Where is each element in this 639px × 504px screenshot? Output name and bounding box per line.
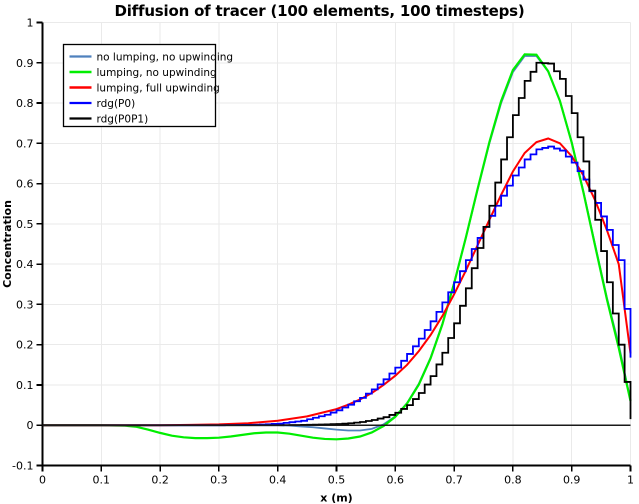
x-tick-labels: 0 0.1 0.2 0.3 0.4 0.5 0.6 0.7 0.8 0.9 1 (39, 474, 634, 487)
y-tick-label: 0.8 (16, 97, 34, 110)
x-tick-label: 0 (39, 474, 46, 487)
x-tick-label: 0.9 (563, 474, 581, 487)
y-tick-label: 0.6 (16, 178, 34, 191)
y-tick-label: 0.3 (16, 298, 34, 311)
legend-label-4: rdg(P0P1) (97, 114, 149, 126)
series-line-1 (42, 53, 632, 441)
y-tick-label: 0.1 (16, 379, 34, 392)
y-tick-label: 0.5 (16, 218, 34, 231)
tick-marks (36, 21, 632, 472)
axis-titles: x (m) Concentration (1, 200, 353, 504)
chart-title: Diffusion of tracer (100 elements, 100 t… (114, 2, 525, 20)
y-tick-label: 0.9 (16, 57, 34, 70)
x-axis-title: x (m) (320, 492, 352, 504)
legend-label-1: lumping, no upwinding (97, 67, 217, 79)
legend-label-2: lumping, full upwinding (97, 83, 220, 95)
chart-legend: no lumping, no upwinding lumping, no upwi… (62, 43, 234, 128)
x-tick-label: 0.8 (504, 474, 522, 487)
y-tick-label: 0.4 (16, 258, 34, 271)
x-tick-label: 0.6 (387, 474, 405, 487)
x-tick-label: 0.5 (328, 474, 346, 487)
y-tick-label: 1 (27, 17, 34, 30)
x-tick-label: 0.2 (151, 474, 169, 487)
legend-label-3: rdg(P0) (97, 98, 136, 110)
x-tick-label: 0.4 (269, 474, 287, 487)
y-tick-labels: -0.1 0 0.1 0.2 0.3 0.4 0.5 0.6 0.7 0.8 0.9 1 (12, 17, 33, 473)
y-axis-title: Concentration (1, 200, 14, 288)
legend-label-0: no lumping, no upwinding (97, 52, 234, 64)
x-tick-label: 0.1 (93, 474, 111, 487)
x-tick-label: 1 (627, 474, 634, 487)
legend-box (62, 43, 217, 128)
y-tick-label: -0.1 (12, 460, 33, 473)
x-tick-label: 0.3 (210, 474, 228, 487)
x-tick-label: 0.7 (445, 474, 463, 487)
y-tick-label: 0.7 (16, 137, 34, 150)
y-tick-label: 0.2 (16, 339, 34, 352)
y-tick-label: 0 (27, 419, 34, 432)
